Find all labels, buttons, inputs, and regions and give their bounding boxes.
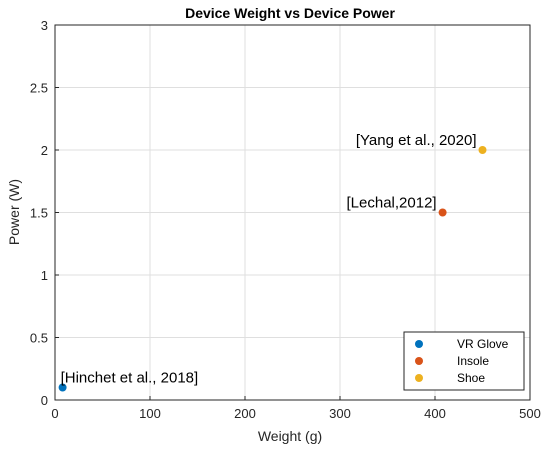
y-tick-label: 2.5 xyxy=(30,81,48,96)
legend-label: Shoe xyxy=(457,371,485,385)
legend-marker xyxy=(415,374,423,382)
data-point-vr-glove xyxy=(58,383,67,392)
point-annotation: [Yang et al., 2020] xyxy=(356,132,477,149)
legend-marker xyxy=(415,357,423,365)
x-tick-label: 500 xyxy=(519,406,541,421)
axis-ticks: 0 100 200 300 400 500 0 0.5 1 1.5 2 2.5 3 xyxy=(30,18,541,421)
x-tick-label: 200 xyxy=(234,406,256,421)
y-axis-label: Power (W) xyxy=(6,179,22,245)
legend: VR Glove Insole Shoe xyxy=(403,331,525,391)
x-tick-label: 100 xyxy=(139,406,161,421)
legend-box xyxy=(403,331,525,391)
y-tick-label: 1.5 xyxy=(30,206,48,221)
y-tick-label: 3 xyxy=(41,18,48,33)
x-tick-label: 400 xyxy=(424,406,446,421)
legend-label: Insole xyxy=(457,354,489,368)
data-point-shoe xyxy=(478,146,487,154)
point-annotation: [Lechal,2012] xyxy=(347,195,437,212)
annotations: [Hinchet et al., 2018] [Lechal,2012] [Yang… xyxy=(61,132,477,387)
x-tick-label: 300 xyxy=(329,406,351,421)
y-tick-label: 0 xyxy=(41,393,48,408)
point-annotation: [Hinchet et al., 2018] xyxy=(61,370,199,387)
data-points xyxy=(58,146,487,392)
y-tick-label: 0.5 xyxy=(30,331,48,346)
x-axis-label: Weight (g) xyxy=(258,428,322,444)
chart-title: Device Weight vs Device Power xyxy=(185,5,395,21)
legend-label: VR Glove xyxy=(457,337,509,351)
data-point-insole xyxy=(438,208,447,217)
legend-marker xyxy=(415,340,423,348)
x-tick-label: 0 xyxy=(51,406,58,421)
y-tick-label: 1 xyxy=(41,268,48,283)
y-tick-label: 2 xyxy=(41,143,48,158)
